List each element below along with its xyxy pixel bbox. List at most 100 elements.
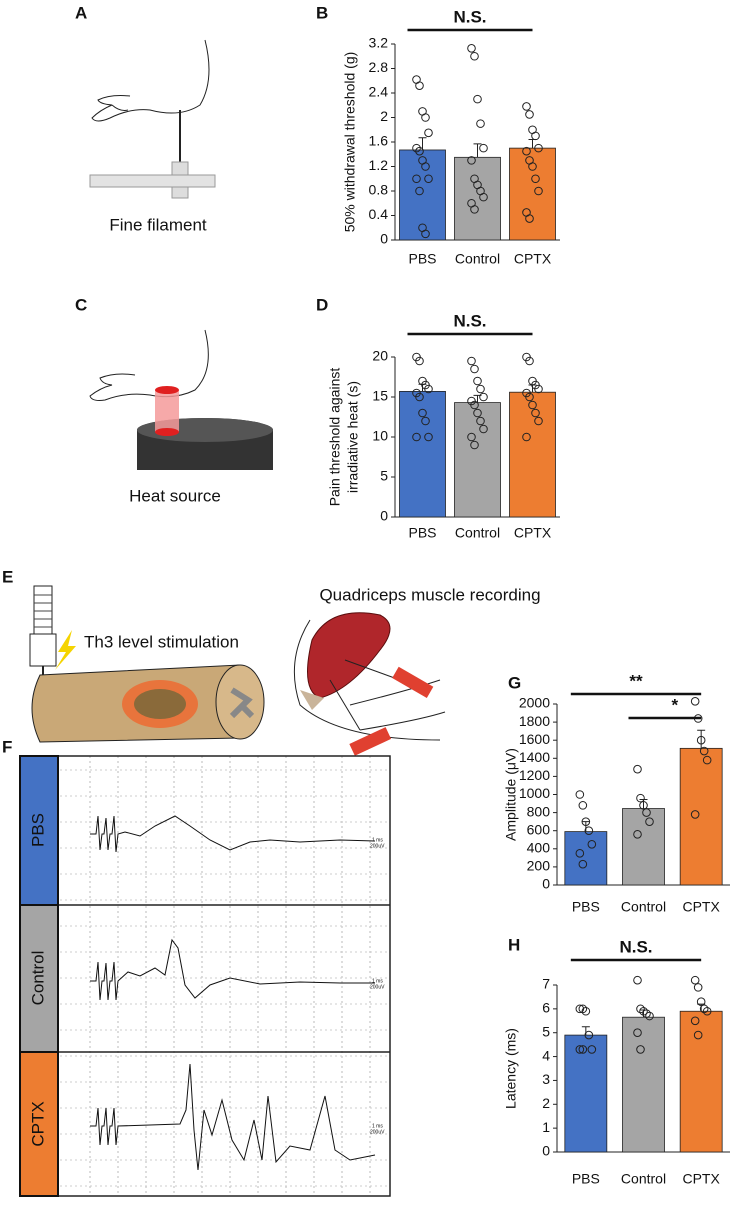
significance-label: N.S. bbox=[453, 7, 486, 26]
y-tick-label: 2.8 bbox=[369, 59, 389, 75]
lesion-core bbox=[134, 689, 186, 719]
error-bar bbox=[581, 821, 590, 832]
trace-scale-text: 1 ms bbox=[372, 978, 383, 984]
data-point bbox=[415, 81, 424, 90]
y-axis-label: Pain threshold against bbox=[327, 368, 343, 507]
data-point bbox=[525, 392, 534, 402]
data-point bbox=[531, 131, 540, 141]
data-point bbox=[476, 119, 485, 128]
y-tick-label: 0 bbox=[380, 508, 388, 524]
data-point bbox=[479, 192, 488, 202]
data-point bbox=[415, 186, 424, 196]
x-tick-label: Control bbox=[621, 1171, 666, 1187]
panel-label: A bbox=[75, 3, 87, 22]
trace-label: Control bbox=[28, 951, 47, 1006]
data-point bbox=[473, 408, 482, 418]
data-point bbox=[699, 746, 709, 756]
y-tick-label: 800 bbox=[527, 803, 551, 819]
x-tick-label: CPTX bbox=[514, 525, 552, 541]
y-tick-label: 200 bbox=[527, 858, 551, 874]
data-point bbox=[418, 408, 427, 418]
trace-scale-text: 200uV bbox=[370, 1129, 385, 1135]
platform bbox=[89, 174, 216, 188]
x-tick-label: CPTX bbox=[682, 899, 720, 915]
data-point bbox=[696, 997, 706, 1007]
recording-electrode bbox=[392, 666, 434, 699]
data-point bbox=[575, 849, 585, 858]
data-point bbox=[693, 1030, 703, 1040]
y-tick-label: 7 bbox=[542, 976, 550, 992]
y-tick-label: 1200 bbox=[519, 767, 550, 783]
x-tick-label: Control bbox=[455, 251, 500, 267]
data-point bbox=[636, 793, 645, 803]
data-point bbox=[412, 174, 421, 184]
data-point bbox=[534, 186, 543, 196]
data-point bbox=[578, 801, 588, 810]
y-axis-label: Amplitude (μV) bbox=[503, 748, 519, 841]
y-tick-label: 5 bbox=[542, 1023, 550, 1039]
data-point bbox=[421, 416, 430, 426]
data-point bbox=[531, 408, 540, 418]
bar bbox=[454, 402, 501, 518]
data-point bbox=[578, 1004, 588, 1014]
data-point bbox=[470, 364, 479, 374]
data-point bbox=[578, 859, 588, 869]
trace-label-box bbox=[19, 1051, 59, 1197]
trace-scale: 1 ms 200uV 1 ms 200uV 1 ms 200uV bbox=[370, 837, 385, 1135]
data-point bbox=[424, 128, 433, 138]
y-tick-label: 4 bbox=[542, 1047, 550, 1063]
data-point bbox=[633, 975, 642, 985]
significance-label: N.S. bbox=[619, 937, 652, 956]
data-point bbox=[470, 51, 479, 61]
recording-electrode bbox=[349, 727, 392, 756]
data-point bbox=[702, 755, 712, 765]
x-tick-label: CPTX bbox=[682, 1171, 720, 1187]
muscle bbox=[307, 612, 391, 699]
y-tick-label: 0 bbox=[380, 231, 388, 247]
heat-beam bbox=[155, 386, 179, 394]
tendon bbox=[300, 690, 324, 710]
data-point bbox=[412, 143, 421, 153]
data-point bbox=[424, 384, 433, 394]
data-point bbox=[479, 392, 488, 402]
x-tick-label: PBS bbox=[408, 251, 436, 267]
x-tick-label: PBS bbox=[408, 525, 436, 541]
data-point bbox=[696, 735, 706, 745]
panel-label: G bbox=[508, 673, 521, 692]
data-point bbox=[421, 229, 430, 239]
data-point bbox=[690, 975, 700, 985]
y-tick-label: 2.4 bbox=[369, 84, 389, 100]
panel-label: F bbox=[2, 737, 12, 756]
y-tick-label: 20 bbox=[372, 348, 388, 364]
x-tick-label: Control bbox=[621, 899, 666, 915]
trace-scale-text: 200uV bbox=[370, 843, 385, 849]
data-point bbox=[479, 143, 488, 153]
data-point bbox=[642, 1009, 651, 1018]
grey-matter bbox=[229, 687, 255, 719]
data-point bbox=[636, 1045, 645, 1054]
data-point bbox=[636, 1004, 645, 1014]
y-tick-label: 2 bbox=[380, 108, 388, 124]
data-point bbox=[639, 1006, 648, 1016]
data-point bbox=[528, 400, 537, 410]
bar bbox=[679, 1010, 723, 1153]
y-tick-label: 5 bbox=[380, 468, 388, 484]
data-point bbox=[645, 1011, 654, 1021]
data-point bbox=[690, 696, 700, 706]
trace-scale-text: 1 ms bbox=[372, 837, 383, 843]
data-point bbox=[415, 392, 424, 402]
data-point bbox=[642, 808, 651, 817]
data-point bbox=[584, 826, 594, 836]
data-point bbox=[575, 1004, 585, 1014]
y-tick-label: 3 bbox=[542, 1071, 550, 1087]
data-point bbox=[415, 146, 424, 156]
y-tick-label: 10 bbox=[372, 428, 388, 444]
heat-beam bbox=[155, 390, 179, 432]
y-tick-label: 3.2 bbox=[369, 35, 389, 51]
y-tick-label: 2000 bbox=[519, 695, 550, 711]
y-tick-label: 6 bbox=[542, 1000, 550, 1016]
data-point bbox=[522, 146, 531, 156]
data-point bbox=[633, 830, 642, 839]
data-point bbox=[584, 1030, 594, 1040]
